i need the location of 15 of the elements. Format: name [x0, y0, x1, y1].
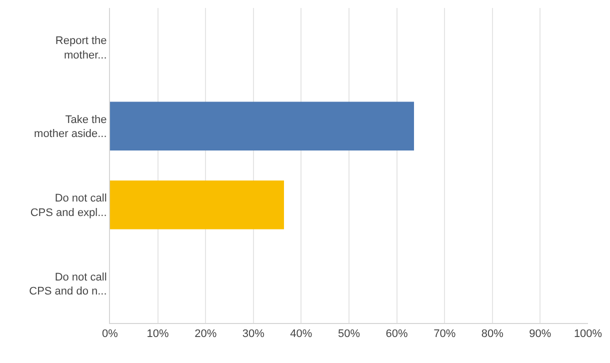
x-tick-label: 90%: [529, 328, 552, 340]
x-tick-label: 30%: [242, 328, 265, 340]
x-tick-label: 80%: [481, 328, 504, 340]
x-tick-label: 20%: [194, 328, 217, 340]
x-tick-label: 10%: [146, 328, 170, 340]
x-tick-label: 70%: [434, 328, 456, 340]
y-tick-label: Do not call CPS and expl...: [30, 192, 107, 219]
y-tick-label: Report the mother...: [55, 35, 107, 62]
x-tick-label: 60%: [386, 328, 408, 340]
y-tick-label: Do not call CPS and do n...: [29, 271, 107, 298]
x-tick-label: 50%: [338, 328, 360, 340]
x-tick-label: 40%: [290, 328, 312, 340]
y-tick-label: Take the mother aside...: [34, 114, 107, 140]
x-tick-label: 0%: [102, 328, 118, 340]
x-tick-label: 100%: [574, 328, 602, 340]
